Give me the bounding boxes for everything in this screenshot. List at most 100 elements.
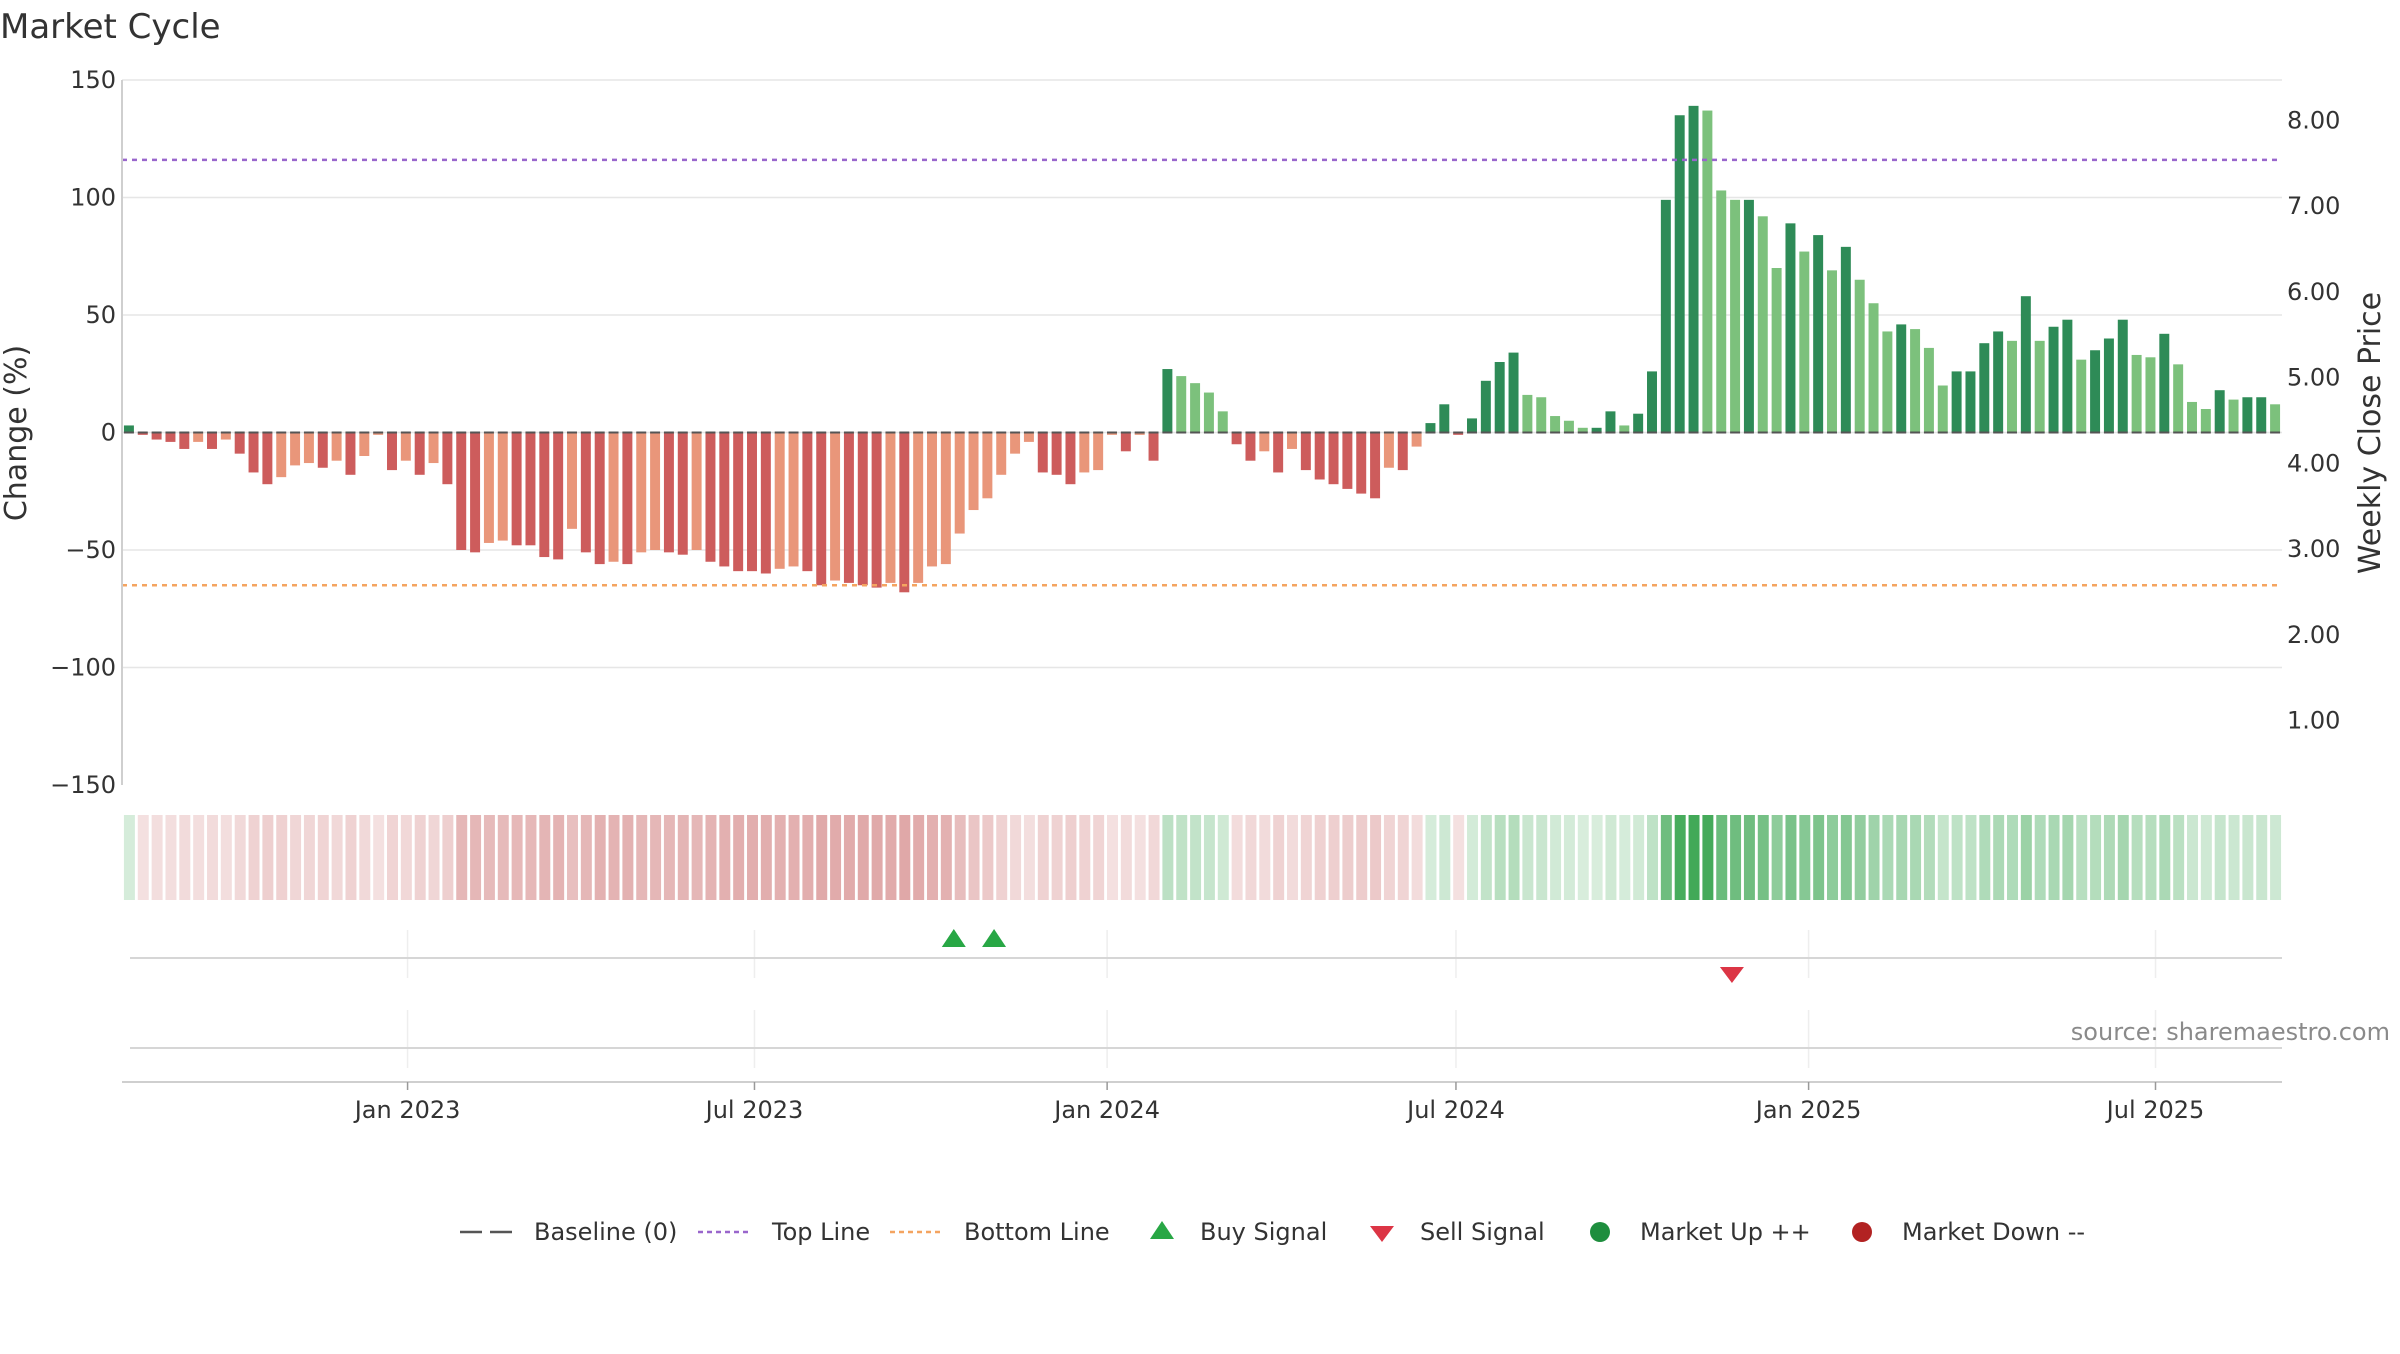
heat-cell [262,815,274,900]
bar [1688,105,1699,433]
heat-cell [1480,815,1492,900]
heat-cell [1910,815,1922,900]
bar [1093,432,1104,471]
bar [1342,432,1353,489]
bar [1480,380,1491,433]
bar [1951,371,1962,433]
y-left-tick-label: 0 [101,419,116,447]
bar [1148,432,1159,461]
bar [774,432,785,569]
legend-label: Buy Signal [1200,1218,1327,1246]
heat-cell [968,815,980,900]
bar [1245,432,1256,461]
bar [1633,413,1644,433]
bar [2020,296,2031,433]
bar [1605,411,1616,433]
bar [1287,432,1297,449]
bar [830,432,841,581]
heat-cell [1688,815,1700,900]
bar [2034,340,2045,433]
heat-cell [760,815,772,900]
bar [1023,432,1034,442]
heat-cell [1176,815,1188,900]
reference-lines [122,158,2282,587]
heat-cell [123,815,135,900]
x-tick-label: Jul 2024 [1405,1096,1505,1124]
x-tick-label: Jul 2025 [2105,1096,2205,1124]
bar [1051,432,1062,475]
heat-cell [1702,815,1714,900]
heat-cell [1854,815,1866,900]
heat-cell [1674,815,1686,900]
y-right-tick-label: 6.00 [2287,278,2340,306]
heat-cell [1259,815,1271,900]
bar [788,432,799,567]
bar [234,432,245,454]
bar [553,432,564,560]
heat-cell [1993,815,2005,900]
x-tick-label: Jan 2024 [1052,1096,1160,1124]
heat-cell [1730,815,1742,900]
legend-item: Market Down -- [1852,1218,2085,1246]
bar [2270,404,2281,433]
bar [1134,432,1145,435]
y-right-tick-label: 1.00 [2287,707,2340,735]
bar [580,432,591,553]
bar [733,432,744,572]
legend-circle-icon [1852,1222,1872,1242]
bar [1203,392,1214,433]
bar [1494,362,1505,433]
heat-cell [1383,815,1395,900]
heat-cell [2159,815,2171,900]
heat-cell [483,815,495,900]
heat-cell [1619,815,1631,900]
heat-cell [1356,815,1368,900]
legend-label: Market Up ++ [1640,1218,1811,1246]
y-left-tick-label: −50 [65,536,116,564]
bar [2103,338,2114,433]
bar [871,432,882,588]
heat-cell [940,815,952,900]
heat-cell [567,815,578,900]
heat-cell [2117,815,2129,900]
bar [1231,432,1242,445]
heat-cell [2214,815,2226,900]
heat-cell [1467,815,1478,900]
heat-cell [220,815,232,900]
heat-cell [1439,815,1451,900]
heat-cell [1896,815,1908,900]
bar [414,432,425,475]
legend-triangle-down-icon [1370,1226,1394,1242]
bar [1065,432,1076,485]
heat-cell [1799,815,1811,900]
bar [1730,199,1741,433]
heat-cell [400,815,412,900]
heat-cell [1771,815,1783,900]
heat-cell [885,815,897,900]
heat-cell [234,815,246,900]
heat-cell [1647,815,1658,900]
heat-cell [857,815,869,900]
y-right-tick-label: 7.00 [2287,192,2340,220]
heat-cell [165,815,177,900]
heat-cell [1397,815,1409,900]
bar [982,432,993,499]
bar [1965,371,1976,433]
bar [1647,371,1657,433]
heat-cell [1965,815,1977,900]
bar [747,432,757,572]
heat-cell [553,815,565,900]
heat-cell [1536,815,1548,900]
y-axis-right-title: Weekly Close Price [2353,292,2388,574]
bar [1757,216,1768,433]
heat-cell [1273,815,1285,900]
bar [2007,340,2017,433]
bar [1397,432,1408,471]
heat-cell [594,815,606,900]
buy-signal-marker [982,929,1007,947]
bar [193,432,204,442]
heat-cell [2048,815,2060,900]
heat-cell [1411,815,1423,900]
bar [885,432,896,583]
